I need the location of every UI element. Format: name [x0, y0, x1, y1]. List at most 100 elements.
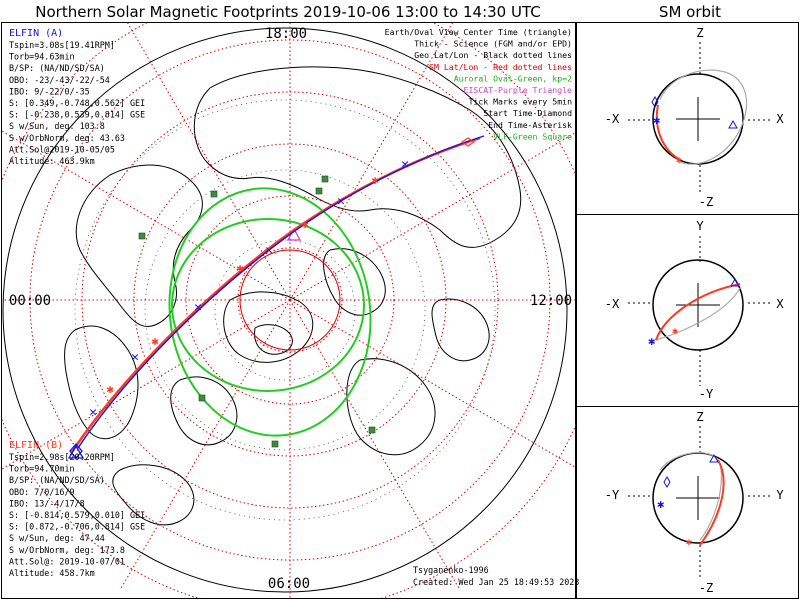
auroral-oval — [168, 187, 372, 437]
svg-text:✱: ✱ — [301, 217, 308, 231]
axis-label-left: -X — [605, 297, 620, 311]
legend-entry: Thick - Science (FGM and/or EPD) — [414, 39, 572, 49]
sm-longitude-lines — [2, 22, 576, 598]
elfin-b-track — [70, 136, 481, 453]
axis-label-bottom: -Y — [699, 387, 714, 401]
elfin-b-info-line: S: [-0.814,0.579,0.010] GEI — [9, 510, 145, 520]
elfin-a-info-line: Altitude: 463.9km — [9, 156, 95, 166]
elfin-a-label: ELFIN (A) — [9, 28, 63, 39]
elfin-b-info-line: S w/OrbNorm, deg: 173.8 — [9, 545, 125, 555]
legend-entry: SM Lat/Lon - Red dotted lines — [429, 62, 572, 72]
elfin-b-info-line: Att.Sol@: 2019-10-07/01 — [9, 556, 125, 566]
axis-label-left: -Y — [605, 488, 620, 502]
svg-text:✕: ✕ — [131, 350, 139, 365]
axis-label-bottom: -Z — [699, 195, 713, 209]
axis-label-top: Z — [696, 26, 703, 40]
svg-text:✱: ✱ — [653, 113, 660, 127]
legend-entry: EISCAT-Purple Triangle — [464, 85, 573, 95]
elfin-b-info-line: S: [0.872,-0.706,0.814] GSE — [9, 522, 145, 532]
vlf-square — [210, 190, 218, 198]
axis-label-right: Y — [776, 488, 784, 502]
axis-label-top: Z — [696, 410, 703, 424]
legend-entry: Geo Lat/Lon - Black dotted lines — [414, 50, 572, 60]
vlf-square — [368, 426, 376, 434]
model-credit: Tsyganenko-1996 — [413, 565, 489, 575]
vlf-stations — [138, 175, 376, 448]
svg-text:✕: ✕ — [337, 194, 345, 209]
axis-label-top: Y — [696, 219, 704, 233]
map-legend: Earth/Oval View Center Time (triangle) Th… — [385, 27, 572, 141]
elfin-a-info-line: OBO: -23/-43/-22/-54 — [9, 75, 110, 85]
orbit-title: SM orbit — [659, 3, 721, 21]
svg-text:✱: ✱ — [151, 334, 158, 348]
orbit-panel-yz: Z -Z -Y Y ✱ ✱ — [605, 410, 785, 595]
svg-text:✕: ✕ — [89, 405, 97, 420]
legend-entry: VLF-Green Square — [493, 131, 572, 141]
elfin-b-info-line: Torb=94.70min — [9, 464, 75, 474]
legend-entry: Tick Marks every 5min — [468, 97, 572, 107]
mlt-label-right: 12:00 — [530, 293, 572, 309]
legend-entry: Start Time-Diamond — [483, 108, 572, 118]
elfin-a-info-line: Torb=94.63min — [9, 52, 75, 62]
svg-text:✱: ✱ — [236, 261, 243, 275]
legend-entry: End Time-Asterisk — [488, 120, 572, 130]
orbit-panel-xz: Z -Z -X X ✱ ✱ — [605, 26, 785, 209]
figure-title: Northern Solar Magnetic Footprints 2019-… — [35, 3, 540, 21]
vlf-square — [138, 232, 146, 240]
sm-pole-circle — [239, 249, 341, 351]
orbit-frame — [576, 22, 799, 599]
vlf-square — [198, 394, 206, 402]
created-stamp: Created: Wed Jan 25 18:49:53 2023 — [413, 577, 579, 587]
elfin-a-info-line: S: [-0.238,0.539,0.814] GSE — [9, 110, 145, 120]
elfin-a-info: ELFIN (A) Tspin=3.08s[19.41RPM] Torb=94.6… — [9, 28, 145, 166]
axis-label-bottom: -Z — [699, 581, 713, 595]
elfin-b-info-line: OBO: 7/0/16/9 — [9, 487, 75, 497]
svg-text:✱: ✱ — [371, 173, 378, 187]
vlf-square — [315, 187, 323, 195]
legend-entry: Earth/Oval View Center Time (triangle) — [385, 27, 572, 37]
svg-text:✕: ✕ — [401, 157, 409, 172]
elfin-a-info-line: IBO: 9/-22/0/-35 — [9, 86, 90, 96]
coastlines — [2, 27, 568, 593]
elfin-b-info-line: Tspin=2.98s[20.20RPM] — [9, 452, 115, 462]
track-tick-marks-b: ✱ ✱ ✱ ✱ ✱ — [106, 173, 378, 396]
mlt-label-top: 18:00 — [265, 26, 307, 42]
elfin-b-info-line: S w/Sun, deg: 47.44 — [9, 533, 105, 543]
svg-text:✱: ✱ — [648, 334, 655, 348]
elfin-b-info-line: Altitude: 458.7km — [9, 568, 95, 578]
elfin-b-info: ELFIN (B) Tspin=2.98s[20.20RPM] Torb=94.7… — [9, 440, 145, 578]
elfin-a-info-line: B/SP: (NA/ND/SD/SA) — [9, 63, 105, 73]
geo-grid — [74, 99, 496, 521]
center-triangle — [67, 444, 85, 459]
elfin-a-info-line: S w/Sun, deg: 103.8 — [9, 121, 105, 131]
map-frame — [1, 22, 576, 599]
elfin-a-track — [77, 135, 485, 449]
mlt-label-bottom: 06:00 — [268, 576, 310, 592]
axis-label-right: X — [776, 297, 784, 311]
axis-label-left: -X — [605, 112, 620, 126]
svg-text:✱: ✱ — [657, 497, 664, 511]
track-tick-marks: ✕ ✕ ✕ ✕ ✕ ✕ — [89, 157, 409, 420]
elfin-a-info-line: Att.Sol@2019-10-05/05 — [9, 144, 115, 154]
svg-text:✕: ✕ — [194, 300, 202, 315]
polar-map: ✕ ✕ ✕ ✕ ✕ ✕ ✱ ✱ ✱ ✱ ✱ — [2, 22, 576, 598]
axis-label-right: X — [776, 112, 784, 126]
elfin-b-info-line: B/SP: (NA/ND/SD/SA) — [9, 475, 105, 485]
vlf-square — [321, 175, 329, 183]
elfin-a-info-line: Tspin=3.08s[19.41RPM] — [9, 40, 115, 50]
orbit-panel-xy: Y -Y -X X ✱ ✱ — [605, 219, 785, 401]
mlt-label-left: 00:00 — [9, 293, 51, 309]
svg-text:✱: ✱ — [676, 155, 682, 166]
elfin-b-label: ELFIN (B) — [9, 440, 63, 451]
elfin-a-info-line: S w/OrbNorm, deg: 43.63 — [9, 133, 125, 143]
end-diamond — [460, 137, 476, 147]
elfin-b-info-line: IBO: 13/-4/17/8 — [9, 498, 85, 508]
legend-entry: Auroral Oval-Green, kp=2 — [454, 73, 572, 83]
vlf-square — [271, 440, 279, 448]
svg-text:✱: ✱ — [672, 326, 678, 337]
svg-text:✕: ✕ — [265, 243, 273, 258]
elfin-a-info-line: S: [0.349,-0.748,0.562] GEI — [9, 98, 145, 108]
svg-text:✱: ✱ — [686, 537, 692, 548]
svg-text:✱: ✱ — [106, 382, 113, 396]
